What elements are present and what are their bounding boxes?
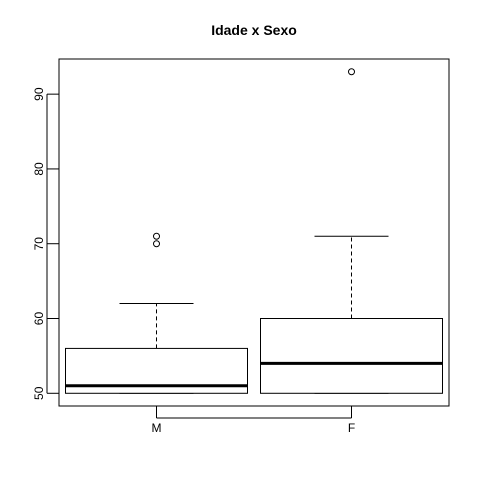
y-tick-label: 90 <box>32 87 46 101</box>
y-tick-label: 70 <box>32 237 46 251</box>
y-tick-label: 60 <box>32 312 46 326</box>
x-tick-label: F <box>348 421 355 435</box>
boxes-group <box>65 68 443 394</box>
box-M <box>65 232 248 394</box>
y-tick-label: 80 <box>32 162 46 176</box>
outlier-point <box>153 240 160 248</box>
iqr-box <box>260 318 443 394</box>
y-tick-label: 50 <box>32 386 46 400</box>
outlier-point <box>348 68 355 76</box>
box-F <box>260 68 443 394</box>
y-axis: 50 60 70 80 90 <box>32 87 59 400</box>
plot-frame <box>58 58 450 407</box>
chart-title: Idade x Sexo <box>211 22 297 38</box>
x-tick-label: M <box>152 421 162 435</box>
outlier-point <box>153 232 160 240</box>
